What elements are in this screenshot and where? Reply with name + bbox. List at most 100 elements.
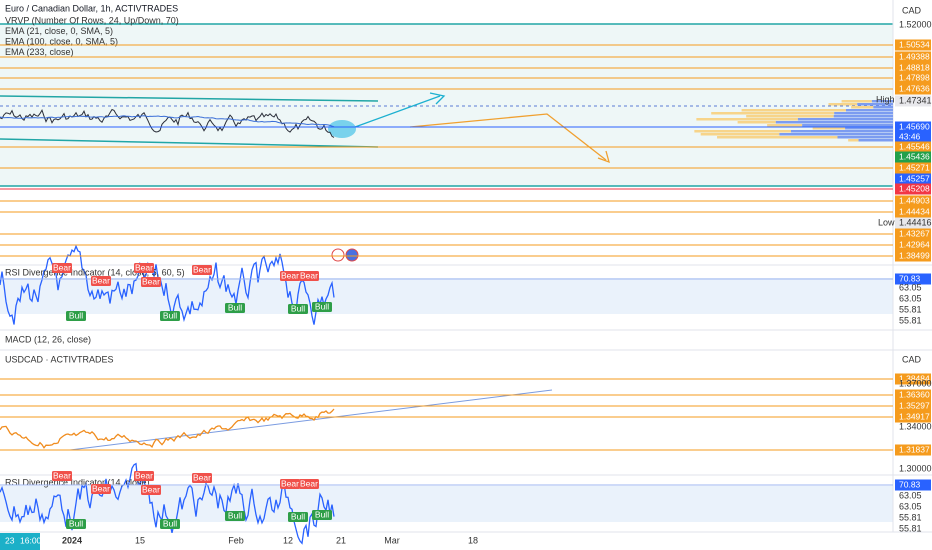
price-label: 55.81 [899, 512, 922, 522]
price-tag [895, 162, 931, 174]
price-tag [895, 444, 931, 456]
volume-bar-down [837, 136, 893, 139]
price-label: 1.43267 [899, 228, 930, 238]
signal-tag [141, 485, 161, 495]
price-label: 1.45271 [899, 162, 930, 172]
volume-bar-down [857, 103, 893, 106]
price-label: 1.34917 [899, 411, 930, 421]
price-label: 1.45546 [899, 141, 930, 151]
price-tag [895, 173, 931, 185]
volume-bar-up [767, 124, 803, 127]
signal-label: Bull [315, 509, 329, 519]
price-label: 1.36360 [899, 389, 930, 399]
volume-bar-up [841, 100, 872, 103]
signal-label: Bull [291, 303, 305, 313]
signal-tag [288, 512, 308, 522]
label: USDCAD · ACTIVTRADES [5, 354, 114, 364]
label: High [876, 94, 895, 104]
price-label: 1.37000 [899, 378, 932, 388]
highlight-ellipse [328, 120, 356, 138]
price-tag [895, 411, 931, 423]
price-label: 55.81 [899, 304, 922, 314]
volume-bar-down [833, 115, 893, 118]
signal-label: Bull [163, 310, 177, 320]
price-label: 1.44416 [899, 217, 932, 227]
signal-tag [66, 519, 86, 529]
rsi-line [0, 462, 335, 545]
time-label: 18 [468, 535, 478, 545]
price-tag [895, 250, 931, 262]
usdcad-line [0, 408, 335, 449]
signal-tag [288, 304, 308, 314]
signal-tag [312, 510, 332, 520]
price-tag [895, 62, 931, 74]
volume-bar-up [848, 139, 859, 142]
price-label: 55.81 [899, 523, 922, 533]
signal-label: Bull [291, 511, 305, 521]
price-tag [895, 239, 931, 251]
ema-line [0, 115, 335, 128]
signal-label: Bear [142, 276, 160, 286]
signal-tag [192, 265, 212, 275]
time-label: 21 [336, 535, 346, 545]
price-label: 63.05 [899, 293, 922, 303]
price-label: 63.05 [899, 282, 922, 292]
signal-label: Bear [53, 470, 71, 480]
signal-label: Bear [92, 483, 110, 493]
volume-bar-up [741, 109, 846, 112]
price-tag [895, 228, 931, 240]
arrow [409, 113, 607, 161]
arrow-head [597, 150, 610, 164]
price-tag [895, 95, 931, 107]
event-icon [345, 248, 359, 262]
volume-bar-down [834, 112, 893, 115]
time-label: 2024 [62, 535, 82, 545]
signal-label: Bear [142, 484, 160, 494]
volume-bar-up [737, 121, 776, 124]
time-label: 12 [283, 535, 293, 545]
label: CAD [902, 354, 922, 364]
price-tag [895, 389, 931, 401]
price-label: 1.50534 [899, 39, 930, 49]
price-label: 1.47636 [899, 83, 930, 93]
volume-bar-down [873, 106, 893, 109]
label: Low [878, 217, 895, 227]
volume-bar-down [779, 133, 893, 136]
signal-label: Bear [135, 470, 153, 480]
price-label: 1.45690 [899, 121, 930, 131]
channel-line [0, 95, 379, 102]
volume-bar-up [696, 118, 798, 121]
price-label: 1.38484 [899, 373, 930, 383]
signal-tag [280, 271, 300, 281]
price-tag [895, 151, 931, 163]
volume-bar-up [812, 127, 846, 130]
price-tag [895, 121, 931, 133]
volume-bar-down [871, 100, 893, 103]
volume-bar-up [711, 112, 835, 115]
signal-label: Bear [300, 478, 318, 488]
signal-tag [160, 311, 180, 321]
rsi-band [0, 486, 893, 522]
time-cursor [0, 533, 40, 550]
volume-bar-down [802, 124, 893, 127]
signal-label: Bear [300, 270, 318, 280]
label: EMA (100, close, 0, SMA, 5) [5, 36, 118, 46]
arrow [354, 95, 441, 128]
time-label: 16:00 [20, 535, 42, 545]
signal-tag [134, 471, 154, 481]
signal-label: Bull [69, 310, 83, 320]
price-label: 70.83 [899, 273, 921, 283]
price-tag [895, 273, 931, 285]
price-tag [895, 206, 931, 218]
volume-bar-down [858, 139, 893, 142]
price-label: 1.48818 [899, 62, 930, 72]
price-tag [895, 373, 931, 385]
price-label: 1.49388 [899, 51, 930, 61]
label: EMA (233, close) [5, 47, 74, 57]
signal-label: Bull [228, 302, 242, 312]
price-tag [895, 51, 931, 63]
signal-tag [299, 271, 319, 281]
label: MACD (12, 26, close) [5, 334, 91, 344]
volume-bar-up [700, 133, 780, 136]
